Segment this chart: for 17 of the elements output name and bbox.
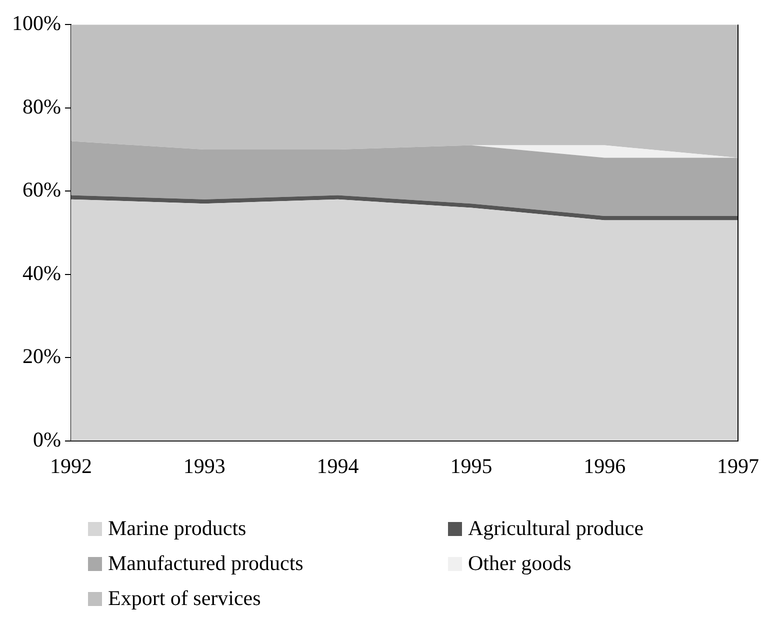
- y-tick-label: 80%: [22, 94, 61, 118]
- legend-label: Marine products: [108, 516, 246, 541]
- y-tick-label: 0%: [32, 427, 61, 452]
- x-tick-label: 1994: [316, 454, 360, 478]
- y-tick-label: 40%: [22, 260, 61, 285]
- x-tick-label: 1997: [717, 454, 759, 478]
- legend-label: Export of services: [108, 586, 261, 611]
- legend-label: Agricultural produce: [468, 516, 644, 541]
- legend-label: Manufactured products: [108, 551, 304, 576]
- y-tick-label: 60%: [22, 178, 61, 202]
- x-tick-label: 1995: [450, 454, 492, 478]
- x-tick-label: 1992: [50, 454, 92, 478]
- y-tick-label: 100%: [12, 11, 61, 36]
- x-tick-label: 1993: [183, 454, 226, 478]
- y-tick-label: 20%: [22, 344, 61, 368]
- legend-label: Other goods: [468, 551, 572, 576]
- x-tick-label: 1996: [584, 454, 626, 478]
